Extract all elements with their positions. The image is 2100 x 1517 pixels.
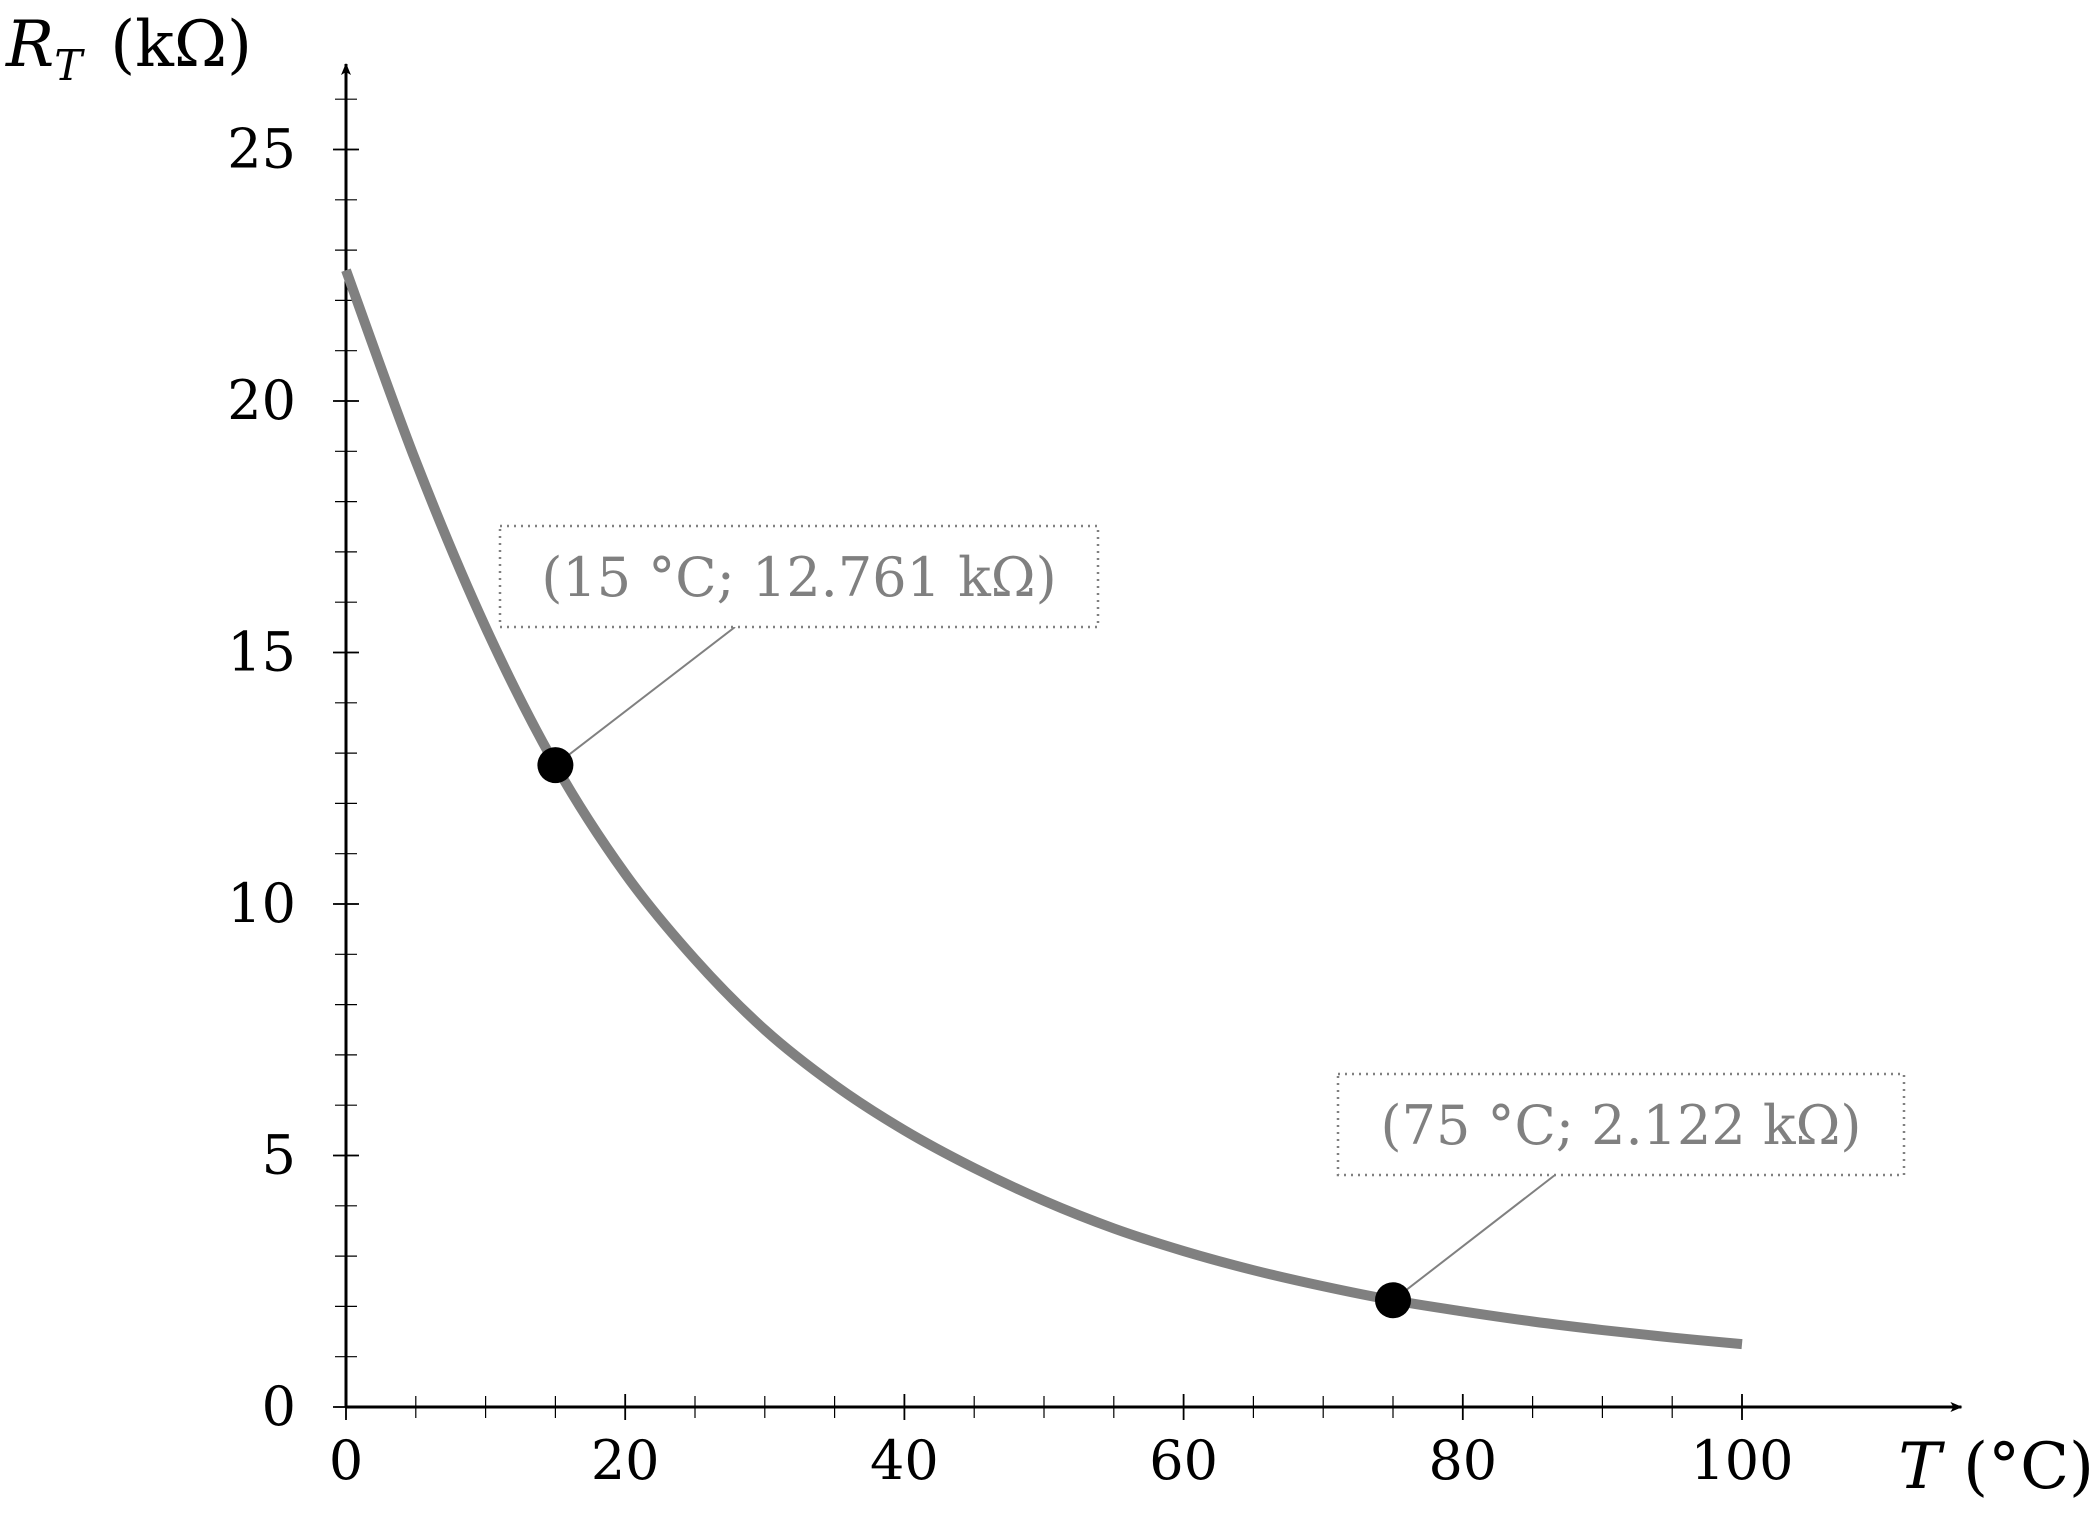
highlighted-point xyxy=(537,747,574,784)
x-axis-title: T (°C) xyxy=(1898,1430,2094,1504)
x-tick-label: 60 xyxy=(1149,1429,1218,1492)
x-tick-label: 0 xyxy=(329,1429,363,1492)
callouts: (15 °C; 12.761 kΩ) (75 °C; 2.122 kΩ) xyxy=(498,524,1906,1319)
major-ticks xyxy=(333,148,1743,1420)
y-tick-label: 15 xyxy=(227,621,296,684)
callout-leader-line xyxy=(1392,1174,1556,1302)
x-axis-unit: (°C) xyxy=(1963,1430,2094,1504)
x-axis-symbol: T xyxy=(1898,1430,1945,1504)
callout-label: (15 °C; 12.761 kΩ) xyxy=(541,546,1056,609)
callout-box xyxy=(498,524,1100,629)
y-axis-unit: (kΩ) xyxy=(110,8,252,82)
x-tick-label: 40 xyxy=(870,1429,939,1492)
y-axis-subscript: T xyxy=(54,41,85,90)
x-tick-labels: 0 20 40 60 80 100 xyxy=(329,1429,1794,1492)
x-tick-label: 100 xyxy=(1690,1429,1793,1492)
callout-box xyxy=(1336,1072,1906,1177)
callout-label: (75 °C; 2.122 kΩ) xyxy=(1381,1094,1862,1157)
y-tick-label: 0 xyxy=(262,1375,296,1438)
y-tick-label: 25 xyxy=(227,118,296,181)
y-tick-label: 20 xyxy=(227,369,296,432)
highlighted-point xyxy=(1375,1282,1411,1319)
y-tick-label: 5 xyxy=(262,1124,296,1187)
x-tick-label: 20 xyxy=(591,1429,660,1492)
resistance-curve xyxy=(341,268,1743,1350)
callout-leader-line xyxy=(554,626,736,766)
y-tick-label: 10 xyxy=(227,872,296,935)
y-axis-title: RT (kΩ) xyxy=(5,8,252,90)
y-axis-symbol: R xyxy=(5,8,54,82)
y-tick-labels: 0 5 10 15 20 25 xyxy=(227,118,296,1439)
x-tick-label: 80 xyxy=(1428,1429,1497,1492)
